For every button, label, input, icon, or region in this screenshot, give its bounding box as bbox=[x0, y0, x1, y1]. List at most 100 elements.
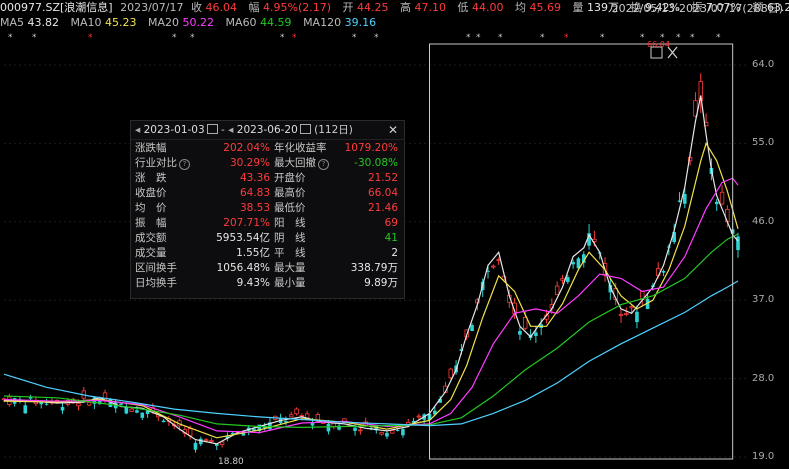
zoom-box-icon[interactable] bbox=[650, 46, 663, 59]
calendar-icon-2[interactable] bbox=[299, 124, 311, 134]
ma5-label: MA5 bbox=[0, 16, 25, 29]
prev-arrow-icon[interactable]: ◂ bbox=[135, 124, 141, 136]
event-marker[interactable]: * bbox=[476, 33, 481, 43]
candle-body bbox=[284, 421, 288, 423]
candle-body bbox=[353, 427, 357, 431]
y-tick-55: 55.0 bbox=[752, 137, 775, 148]
stat-value-2: 69 bbox=[384, 216, 398, 229]
low-price-annotation: 18.80 bbox=[218, 457, 244, 467]
amplitude-label: 振 bbox=[691, 1, 703, 14]
event-marker[interactable]: * bbox=[280, 33, 285, 43]
stock-code-name[interactable]: 000977.SZ[浪潮信息] bbox=[0, 1, 113, 14]
help-icon[interactable]: ? bbox=[318, 159, 329, 170]
candle-body bbox=[379, 431, 384, 435]
event-marker[interactable]: * bbox=[690, 33, 695, 43]
stats-row: 成交额 5953.54亿阴 线 41 bbox=[133, 230, 400, 245]
event-marker[interactable]: * bbox=[352, 33, 357, 43]
candle-body bbox=[257, 424, 262, 432]
close-label: 收 bbox=[191, 1, 202, 14]
prev-arrow-icon-2[interactable]: ◂ bbox=[228, 124, 234, 136]
candle-body bbox=[28, 397, 33, 399]
candle-body bbox=[203, 439, 209, 442]
stat-label-2: 阳 线 bbox=[274, 217, 306, 229]
event-marker[interactable]: * bbox=[716, 33, 721, 43]
candle-body bbox=[193, 442, 198, 450]
selection-toolbox-icons[interactable] bbox=[650, 46, 678, 59]
candle-body bbox=[587, 233, 591, 246]
close-icon[interactable]: ✕ bbox=[387, 123, 398, 137]
candle-body bbox=[129, 408, 134, 412]
high-value: 47.10 bbox=[414, 1, 447, 14]
end-date-field[interactable]: 2023-06-20 bbox=[236, 124, 298, 136]
candle-body bbox=[268, 422, 272, 430]
interval-stats-panel: ◂ 2023-01-03 - ◂ 2023-06-20 (112日) ✕ 涨跌幅… bbox=[130, 120, 405, 299]
event-marker[interactable]: * bbox=[600, 33, 605, 43]
event-marker[interactable]: * bbox=[190, 33, 195, 43]
event-marker[interactable]: * bbox=[498, 33, 503, 43]
stats-row: 日均换手 9.43% 最小量 9.89万 bbox=[133, 275, 400, 290]
event-marker[interactable]: * bbox=[660, 33, 665, 43]
event-marker[interactable]: * bbox=[8, 33, 13, 43]
stat-label: 振 幅 bbox=[135, 217, 167, 229]
candle-body bbox=[86, 401, 92, 406]
candle-body bbox=[299, 414, 305, 417]
stat-label: 均 价 bbox=[135, 202, 167, 214]
stat-label: 区间换手 bbox=[135, 262, 177, 274]
candle-body bbox=[401, 429, 405, 436]
candle-body bbox=[289, 414, 294, 418]
candle-body bbox=[411, 420, 416, 423]
candle-body bbox=[576, 258, 581, 269]
event-marker[interactable]: * bbox=[88, 33, 93, 43]
candle-body bbox=[23, 405, 28, 414]
stat-label-2: 开盘价 bbox=[274, 172, 306, 184]
candle-body bbox=[310, 422, 315, 426]
candle-body bbox=[635, 311, 639, 323]
event-marker[interactable]: * bbox=[32, 33, 37, 43]
stat-value-2: -30.08% bbox=[354, 156, 398, 169]
candle-body bbox=[108, 399, 113, 408]
stats-row: 收盘价 64.83 最高价 66.04 bbox=[133, 185, 400, 200]
amount-value: 63.28亿 bbox=[766, 1, 789, 14]
candle-body bbox=[491, 265, 496, 268]
candle-body bbox=[140, 412, 145, 418]
event-marker[interactable]: * bbox=[676, 33, 681, 43]
candle-body bbox=[326, 423, 331, 432]
candle-body bbox=[448, 368, 453, 379]
event-marker[interactable]: * bbox=[292, 33, 297, 43]
start-date-field[interactable]: 2023-01-03 bbox=[143, 124, 205, 136]
range-selection-box[interactable] bbox=[429, 43, 734, 460]
stat-label: 成交额 bbox=[135, 232, 167, 244]
candle-body bbox=[486, 270, 490, 272]
candle-body bbox=[374, 425, 379, 431]
ma20-line bbox=[3, 177, 739, 434]
event-marker[interactable]: * bbox=[172, 33, 177, 43]
ma10-value: 45.23 bbox=[105, 16, 137, 29]
stat-label: 成交量 bbox=[135, 247, 167, 259]
candle-body bbox=[97, 399, 102, 405]
stat-value: 207.71% bbox=[223, 216, 270, 229]
candle-body bbox=[230, 432, 235, 435]
candle-body bbox=[390, 430, 395, 434]
event-marker[interactable]: * bbox=[374, 33, 379, 43]
turnover-label: 换 bbox=[630, 1, 642, 14]
candle-body bbox=[161, 420, 166, 423]
candle-body bbox=[565, 277, 570, 282]
event-marker[interactable]: * bbox=[564, 33, 569, 43]
ma120-label: MA120 bbox=[303, 16, 342, 29]
candle-body bbox=[719, 191, 725, 205]
stat-label: 涨 跌 bbox=[135, 172, 167, 184]
turnover-value: 9.42% bbox=[645, 1, 680, 14]
change-value: 4.95%(2.17) bbox=[263, 1, 332, 14]
date-dash: - bbox=[221, 124, 225, 136]
event-marker[interactable]: * bbox=[640, 33, 645, 43]
ma5-value: 43.82 bbox=[27, 16, 60, 29]
calendar-icon[interactable] bbox=[206, 124, 218, 134]
candle-body bbox=[661, 271, 666, 273]
candle-body bbox=[571, 262, 575, 265]
event-marker[interactable]: * bbox=[540, 33, 545, 43]
help-icon[interactable]: ? bbox=[179, 159, 190, 170]
event-marker[interactable]: * bbox=[466, 33, 471, 43]
close-selection-icon[interactable] bbox=[667, 46, 678, 59]
candle-body bbox=[252, 428, 256, 431]
